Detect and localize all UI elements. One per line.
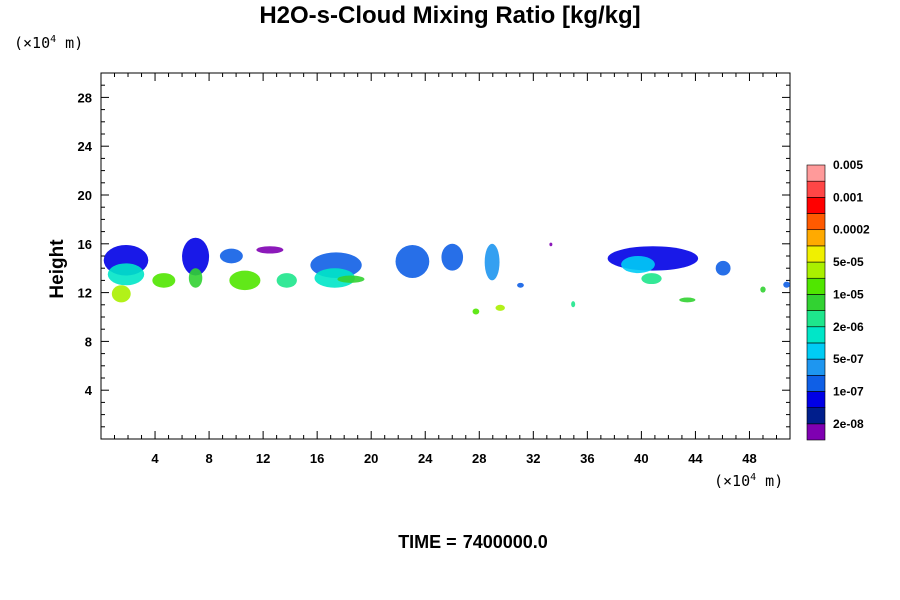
cloud-region-21 (641, 273, 662, 285)
cloud-region-23 (715, 260, 731, 276)
cloud-region-26 (783, 281, 790, 288)
colorbar-label: 1e-05 (833, 287, 864, 301)
cloud-region-18 (517, 282, 524, 288)
cloud-region-1 (107, 263, 145, 286)
colorbar-swatch (806, 374, 826, 392)
x-tick-label: 44 (688, 451, 703, 466)
x-unit-label: (×104 m) (714, 472, 784, 490)
y-tick-label: 16 (78, 237, 92, 252)
cloud-region-7 (229, 270, 261, 291)
time-value: 7400000.0 (462, 532, 548, 552)
y-tick-label: 24 (78, 139, 93, 154)
x-tick-label: 20 (364, 451, 378, 466)
x-axis: 4 8 12 16 20 24 28 32 36 40 44 48 (114, 73, 777, 466)
cloud-region-22 (679, 297, 696, 303)
x-tick-label: 4 (151, 451, 159, 466)
cloud-region-14 (441, 243, 464, 271)
colorbar-swatch (806, 245, 826, 263)
chart-title: H2O-s-Cloud Mixing Ratio [kg/kg] (259, 2, 641, 29)
cloud-region-4 (182, 237, 210, 276)
y-tick-label: 20 (78, 188, 92, 203)
cloud-region-15 (484, 243, 500, 281)
cloud-region-2 (111, 285, 131, 303)
colorbar-swatch (806, 358, 826, 376)
colorbar-swatch (806, 213, 826, 231)
cloud-region-16 (472, 308, 480, 315)
y-axis: 4 8 12 16 20 24 28 (78, 84, 790, 428)
y-tick-label: 28 (78, 90, 92, 105)
x-tick-label: 16 (310, 451, 324, 466)
colorbar-label: 0.001 (833, 190, 863, 204)
x-tick-label: 36 (580, 451, 594, 466)
cloud-region-24 (571, 301, 576, 308)
cloud-region-11 (314, 268, 355, 288)
x-tick-label: 28 (472, 451, 486, 466)
cloud-region-25 (760, 286, 766, 293)
cloud-region-17 (495, 304, 505, 311)
colorbar-label: 0.005 (833, 158, 863, 172)
y-tick-label: 4 (85, 383, 93, 398)
x-tick-label: 48 (742, 451, 756, 466)
cloud-region-5 (188, 268, 203, 288)
x-tick-label: 24 (418, 451, 433, 466)
y-tick-label: 8 (85, 334, 92, 349)
colorbar-label: 2e-08 (833, 417, 864, 431)
cloud-region-20 (621, 256, 655, 274)
colorbar-label: 1e-07 (833, 384, 864, 398)
cloud-region-27 (549, 242, 553, 247)
y-tick-label: 12 (78, 286, 92, 301)
colorbar-swatch (806, 197, 826, 214)
colorbar-swatch (806, 180, 826, 198)
cloud-region-13 (395, 245, 430, 278)
colorbar-swatch (806, 261, 826, 279)
colorbar-swatch (806, 423, 826, 441)
colorbar-swatch (806, 277, 826, 295)
x-tick-label: 12 (256, 451, 270, 466)
colorbar-swatch (806, 294, 826, 311)
x-tick-label: 8 (205, 451, 212, 466)
time-readout: TIME = 7400000.0 (0, 532, 900, 553)
cloud-region-8 (256, 246, 284, 254)
cloud-field (103, 237, 790, 315)
colorbar-label: 0.0002 (833, 223, 870, 237)
cloud-region-6 (219, 248, 243, 264)
colorbar-label: 5e-07 (833, 352, 864, 366)
cloud-region-3 (152, 273, 176, 288)
colorbar-swatch (806, 310, 826, 328)
colorbar-swatch (806, 391, 826, 408)
colorbar-swatch (806, 229, 826, 247)
colorbar-swatch (806, 342, 826, 360)
colorbar-label: 5e-05 (833, 255, 864, 269)
x-tick-label: 40 (634, 451, 648, 466)
cloud-region-9 (276, 273, 297, 288)
colorbar-label: 2e-06 (833, 320, 864, 334)
colorbar-swatch (806, 407, 826, 425)
colorbar-swatch (806, 326, 826, 344)
colorbar-swatch (806, 164, 826, 182)
y-unit-label: (×104 m) (14, 34, 84, 52)
time-label: TIME = (398, 532, 457, 552)
x-tick-label: 32 (526, 451, 540, 466)
colorbar: 2e-08 1e-07 5e-07 2e-06 1e-05 5e-05 0.0002 0.00… (806, 158, 870, 441)
cloud-region-12 (337, 275, 365, 283)
